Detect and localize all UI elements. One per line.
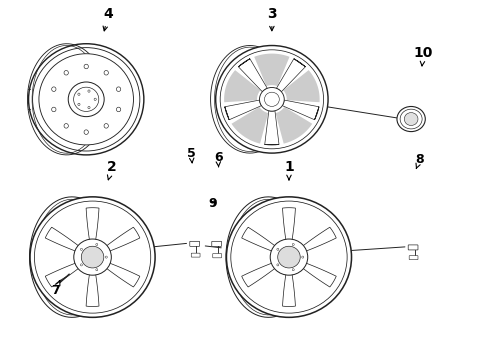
Ellipse shape — [78, 93, 80, 95]
Ellipse shape — [74, 239, 111, 275]
Ellipse shape — [260, 87, 284, 111]
Ellipse shape — [221, 51, 322, 148]
Ellipse shape — [88, 90, 90, 92]
Ellipse shape — [278, 246, 300, 268]
Ellipse shape — [397, 107, 425, 132]
Ellipse shape — [117, 87, 121, 91]
Ellipse shape — [292, 269, 294, 271]
Polygon shape — [265, 111, 279, 145]
FancyBboxPatch shape — [191, 253, 200, 257]
Ellipse shape — [104, 71, 108, 75]
Ellipse shape — [80, 248, 82, 250]
Ellipse shape — [233, 203, 345, 311]
Ellipse shape — [270, 239, 308, 275]
Ellipse shape — [104, 123, 108, 128]
Ellipse shape — [216, 45, 328, 153]
FancyBboxPatch shape — [212, 241, 221, 246]
Polygon shape — [283, 70, 319, 102]
Ellipse shape — [78, 103, 80, 105]
Polygon shape — [242, 261, 279, 287]
Polygon shape — [86, 208, 99, 245]
Ellipse shape — [226, 197, 351, 318]
Ellipse shape — [80, 264, 82, 266]
Polygon shape — [224, 70, 261, 102]
Polygon shape — [231, 107, 268, 144]
Ellipse shape — [39, 54, 133, 145]
Ellipse shape — [96, 243, 98, 246]
Text: 10: 10 — [414, 46, 433, 66]
Ellipse shape — [94, 98, 96, 100]
FancyBboxPatch shape — [213, 253, 221, 258]
Polygon shape — [238, 59, 268, 92]
Ellipse shape — [88, 107, 90, 109]
Text: 8: 8 — [416, 153, 424, 168]
Ellipse shape — [404, 113, 418, 126]
Ellipse shape — [51, 87, 56, 91]
FancyBboxPatch shape — [190, 241, 199, 246]
Ellipse shape — [105, 256, 107, 258]
Ellipse shape — [302, 256, 304, 258]
Polygon shape — [102, 261, 140, 287]
Text: 3: 3 — [267, 7, 277, 31]
Polygon shape — [282, 100, 319, 120]
Ellipse shape — [64, 71, 69, 75]
Polygon shape — [275, 107, 312, 144]
FancyBboxPatch shape — [409, 256, 418, 260]
Text: 9: 9 — [208, 197, 217, 210]
Polygon shape — [102, 227, 140, 253]
Polygon shape — [276, 59, 305, 92]
Text: 2: 2 — [107, 160, 117, 180]
Polygon shape — [242, 227, 279, 253]
Ellipse shape — [277, 264, 279, 266]
Ellipse shape — [68, 82, 104, 117]
Polygon shape — [298, 261, 336, 287]
Ellipse shape — [96, 269, 98, 271]
Ellipse shape — [30, 197, 155, 318]
Polygon shape — [45, 261, 83, 287]
Polygon shape — [225, 100, 262, 120]
Text: 6: 6 — [214, 151, 222, 167]
Text: 7: 7 — [51, 280, 60, 297]
Polygon shape — [45, 227, 83, 253]
Ellipse shape — [277, 248, 279, 250]
Ellipse shape — [117, 107, 121, 112]
FancyBboxPatch shape — [408, 245, 418, 250]
Text: 5: 5 — [187, 147, 196, 163]
Polygon shape — [283, 208, 295, 245]
Text: 4: 4 — [103, 7, 113, 31]
Ellipse shape — [36, 203, 149, 311]
Ellipse shape — [84, 64, 88, 69]
Ellipse shape — [51, 107, 56, 112]
Ellipse shape — [292, 243, 294, 246]
Ellipse shape — [74, 87, 99, 112]
Ellipse shape — [64, 123, 69, 128]
Polygon shape — [86, 269, 99, 306]
Polygon shape — [254, 54, 290, 86]
Ellipse shape — [81, 246, 104, 268]
Polygon shape — [283, 269, 295, 306]
Text: 1: 1 — [284, 160, 294, 180]
Ellipse shape — [84, 130, 88, 134]
Polygon shape — [298, 227, 336, 253]
